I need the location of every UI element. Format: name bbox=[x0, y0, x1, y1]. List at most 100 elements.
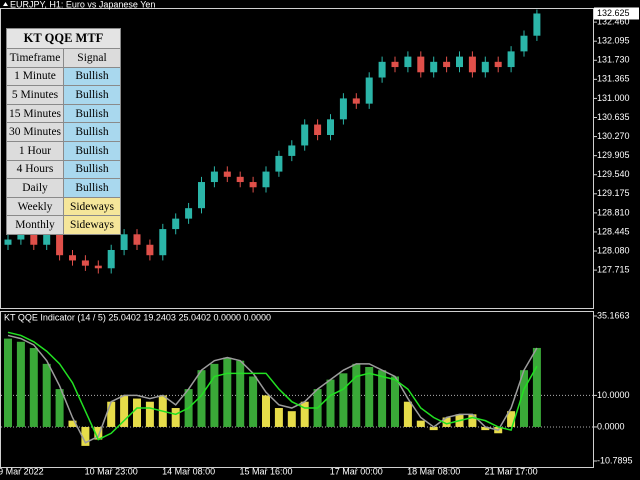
signal-cell: Bullish bbox=[63, 122, 121, 142]
histogram-bar bbox=[16, 341, 25, 427]
histogram-bar bbox=[68, 420, 77, 427]
histogram-bar bbox=[171, 408, 180, 427]
timeframe-cell: 5 Minutes bbox=[6, 85, 64, 105]
symbol-icon bbox=[3, 2, 8, 6]
candle-body bbox=[4, 239, 12, 245]
candle-body bbox=[430, 61, 438, 73]
histogram-bar bbox=[29, 348, 38, 427]
timeframe-cell: Monthly bbox=[6, 215, 64, 235]
candle-body bbox=[327, 119, 334, 136]
candle-body bbox=[417, 56, 425, 73]
histogram-bar bbox=[391, 376, 399, 427]
candle-body bbox=[69, 255, 76, 261]
y-tick-label: 0.0000 bbox=[597, 421, 625, 431]
candle-body bbox=[146, 244, 154, 256]
histogram-bar bbox=[339, 373, 348, 427]
candle-body bbox=[172, 218, 180, 230]
candle-body bbox=[301, 124, 309, 146]
histogram-bar bbox=[120, 395, 129, 427]
candle-body bbox=[107, 249, 115, 269]
y-tick-label: 10.0000 bbox=[597, 390, 630, 400]
signal-cell: Bullish bbox=[63, 140, 121, 161]
candle-body bbox=[185, 208, 193, 219]
indicator-line bbox=[7, 331, 538, 441]
histogram-bar bbox=[520, 370, 528, 427]
histogram-bar bbox=[429, 426, 438, 431]
y-tick-label: 132.095 bbox=[597, 36, 630, 46]
y-tick-label: 128.810 bbox=[597, 207, 630, 217]
candle-body bbox=[339, 98, 347, 120]
table-title: KT QQE MTF bbox=[6, 28, 121, 49]
x-tick-label: 9 Mar 2022 bbox=[0, 466, 44, 476]
candle-body bbox=[94, 265, 102, 269]
histogram-bar bbox=[145, 401, 154, 427]
histogram-bar bbox=[107, 401, 116, 427]
histogram-bar bbox=[42, 363, 51, 427]
timeframe-cell: 1 Minute bbox=[6, 66, 64, 87]
x-tick-label: 17 Mar 00:00 bbox=[330, 466, 383, 476]
header-cell: Signal bbox=[63, 48, 121, 68]
candle-body bbox=[159, 229, 167, 256]
candle-body bbox=[81, 260, 89, 266]
histogram-bar bbox=[365, 367, 374, 427]
signal-cell: Bullish bbox=[63, 159, 121, 180]
y-tick-label: 130.635 bbox=[597, 112, 630, 122]
candle-body bbox=[456, 56, 463, 68]
candle-body bbox=[120, 234, 128, 250]
candle-body bbox=[133, 234, 141, 245]
timeframe-cell: 30 Minutes bbox=[6, 122, 64, 142]
histogram-bar bbox=[442, 417, 451, 427]
candle-body bbox=[314, 124, 322, 136]
histogram-bar bbox=[223, 357, 232, 427]
price-marker bbox=[594, 7, 639, 20]
histogram-bar bbox=[81, 426, 90, 446]
y-tick-label: 131.000 bbox=[597, 93, 630, 103]
indicator-title: KT QQE Indicator (14 / 5) 25.0402 19.240… bbox=[4, 312, 271, 322]
histogram-bar bbox=[94, 426, 103, 440]
x-tick-label: 14 Mar 08:00 bbox=[162, 466, 215, 476]
candle-body bbox=[288, 145, 296, 156]
histogram-bar bbox=[236, 360, 245, 427]
candle-body bbox=[236, 176, 244, 183]
x-tick-label: 21 Mar 17:00 bbox=[485, 466, 538, 476]
histogram-bar bbox=[4, 338, 12, 427]
x-tick-label: 15 Mar 16:00 bbox=[239, 466, 292, 476]
main-panel bbox=[0, 8, 594, 309]
candle-body bbox=[481, 61, 489, 73]
candle-body bbox=[494, 61, 502, 68]
histogram-bar bbox=[300, 401, 309, 427]
y-tick-label: 35.1663 bbox=[597, 310, 630, 320]
candle-body bbox=[223, 171, 231, 177]
candle-body bbox=[43, 234, 51, 245]
candle-body bbox=[507, 51, 515, 68]
y-tick-label: 132.625 bbox=[597, 8, 630, 18]
signal-cell: Sideways bbox=[63, 196, 121, 217]
indicator-panel bbox=[0, 311, 594, 468]
histogram-bar bbox=[507, 411, 516, 427]
timeframe-cell: Daily bbox=[6, 178, 64, 198]
candle-body bbox=[391, 61, 399, 68]
y-tick-label: 131.365 bbox=[597, 74, 630, 84]
candle-body bbox=[198, 182, 205, 209]
candle-body bbox=[378, 61, 386, 78]
candle-body bbox=[262, 171, 270, 188]
signal-cell: Bullish bbox=[63, 66, 121, 87]
histogram-bar bbox=[403, 401, 412, 427]
histogram-bar bbox=[326, 379, 335, 427]
x-tick-label: 10 Mar 23:00 bbox=[85, 466, 138, 476]
y-tick-label: 129.905 bbox=[597, 150, 630, 160]
histogram-bar bbox=[532, 347, 541, 427]
signal-cell: Bullish bbox=[63, 178, 121, 198]
y-tick-label: -10.7895 bbox=[597, 455, 633, 465]
histogram-bar bbox=[249, 376, 258, 427]
histogram-bar bbox=[274, 408, 283, 427]
timeframe-cell: 15 Minutes bbox=[6, 103, 64, 124]
histogram-bar bbox=[262, 395, 270, 427]
header-cell: Timeframe bbox=[6, 48, 64, 68]
timeframe-cell: 1 Hour bbox=[6, 140, 64, 161]
y-tick-label: 132.460 bbox=[597, 16, 630, 26]
candle-body bbox=[352, 98, 360, 104]
histogram-bar bbox=[287, 411, 296, 427]
y-tick-label: 128.080 bbox=[597, 245, 630, 255]
